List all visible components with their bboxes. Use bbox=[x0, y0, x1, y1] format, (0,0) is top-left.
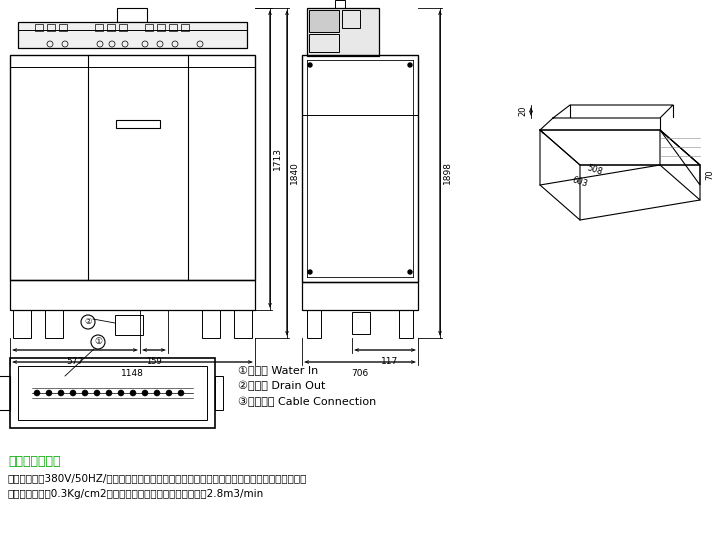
Bar bbox=[145, 24, 153, 31]
Text: 最低水压须达到0.3Kg/cm2如需安装排气罩，其排气量至少应为2.8m3/min: 最低水压须达到0.3Kg/cm2如需安装排气罩，其排气量至少应为2.8m3/mi… bbox=[8, 489, 264, 499]
Text: 117: 117 bbox=[382, 357, 399, 366]
Bar bbox=[309, 34, 339, 52]
Bar bbox=[10, 55, 255, 280]
Circle shape bbox=[408, 270, 412, 274]
Bar bbox=[115, 315, 143, 335]
Bar bbox=[157, 24, 165, 31]
Text: 159: 159 bbox=[146, 357, 162, 366]
Circle shape bbox=[142, 390, 148, 396]
Bar bbox=[10, 280, 255, 310]
Bar bbox=[119, 24, 127, 31]
Bar bbox=[181, 24, 189, 31]
Bar bbox=[335, 0, 345, 8]
Bar bbox=[18, 366, 207, 420]
Text: 577: 577 bbox=[66, 357, 84, 366]
Circle shape bbox=[82, 390, 88, 396]
Bar bbox=[95, 24, 103, 31]
Bar bbox=[0, 376, 10, 410]
Bar bbox=[399, 310, 413, 338]
Bar bbox=[59, 24, 67, 31]
Bar bbox=[302, 55, 418, 282]
Bar bbox=[307, 8, 379, 56]
Circle shape bbox=[130, 390, 136, 396]
Text: 603: 603 bbox=[571, 175, 589, 189]
Circle shape bbox=[308, 63, 312, 67]
Bar bbox=[307, 310, 321, 338]
Text: 1840: 1840 bbox=[290, 161, 299, 184]
Bar bbox=[309, 10, 339, 32]
Bar bbox=[202, 310, 220, 338]
Bar bbox=[169, 24, 177, 31]
Text: ①: ① bbox=[94, 338, 102, 346]
Bar bbox=[234, 310, 252, 338]
Circle shape bbox=[178, 390, 184, 396]
Circle shape bbox=[94, 390, 100, 396]
Bar bbox=[13, 310, 31, 338]
Text: ②排水口 Drain Out: ②排水口 Drain Out bbox=[238, 381, 325, 391]
Text: 电力安装需要380V/50HZ/三相五线，外部需加装独立的空气开关机器可直接与一般供水系统连接，: 电力安装需要380V/50HZ/三相五线，外部需加装独立的空气开关机器可直接与一… bbox=[8, 473, 307, 483]
Bar bbox=[116, 120, 160, 128]
Text: ①进水口 Water In: ①进水口 Water In bbox=[238, 365, 318, 375]
Text: ②: ② bbox=[84, 317, 91, 326]
Bar bbox=[45, 310, 63, 338]
Circle shape bbox=[408, 63, 412, 67]
Bar bbox=[18, 22, 247, 48]
Circle shape bbox=[308, 270, 312, 274]
Circle shape bbox=[58, 390, 64, 396]
Circle shape bbox=[46, 390, 52, 396]
Text: ③电源连接 Cable Connection: ③电源连接 Cable Connection bbox=[238, 397, 377, 407]
Text: 1148: 1148 bbox=[120, 369, 143, 378]
Bar bbox=[117, 8, 147, 22]
Circle shape bbox=[34, 390, 40, 396]
Bar bbox=[107, 24, 115, 31]
Bar bbox=[35, 24, 43, 31]
Text: 1898: 1898 bbox=[443, 161, 452, 184]
Text: 706: 706 bbox=[351, 369, 369, 378]
Text: 安装接驳要求：: 安装接驳要求： bbox=[8, 455, 60, 468]
Circle shape bbox=[118, 390, 124, 396]
Circle shape bbox=[70, 390, 76, 396]
Bar bbox=[342, 10, 360, 28]
Bar bbox=[352, 312, 370, 334]
Text: 508: 508 bbox=[586, 163, 604, 177]
Bar bbox=[215, 376, 223, 410]
Bar bbox=[302, 282, 418, 310]
Text: 70: 70 bbox=[705, 170, 714, 180]
Bar bbox=[47, 24, 55, 31]
Bar bbox=[10, 358, 215, 428]
Circle shape bbox=[154, 390, 160, 396]
Circle shape bbox=[106, 390, 112, 396]
Circle shape bbox=[166, 390, 172, 396]
Text: 1713: 1713 bbox=[273, 147, 282, 170]
Text: 20: 20 bbox=[518, 106, 527, 116]
